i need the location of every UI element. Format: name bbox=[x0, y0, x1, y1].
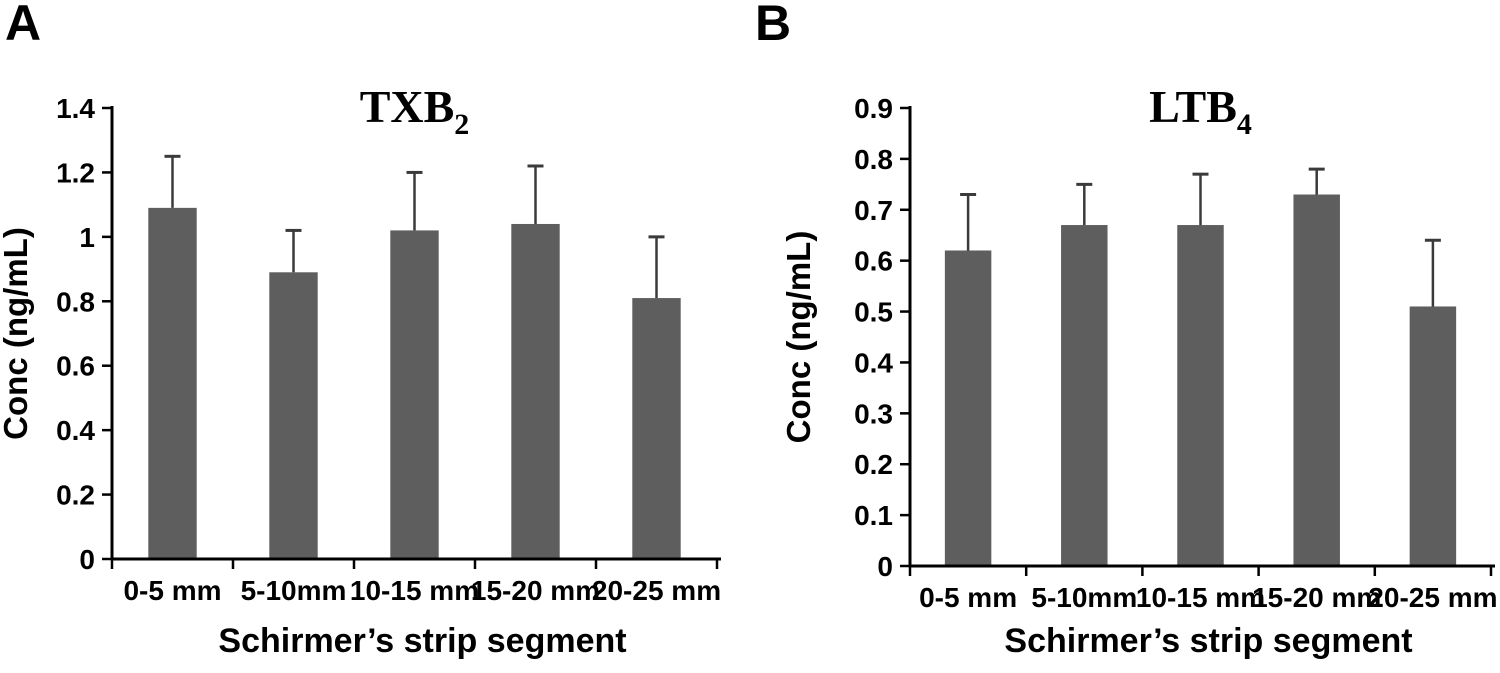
y-tick-label: 0.3 bbox=[854, 398, 893, 429]
panel-label-a: A bbox=[5, 0, 42, 51]
bar bbox=[944, 250, 992, 566]
y-tick-label: 0.4 bbox=[56, 415, 95, 446]
bar bbox=[1293, 194, 1340, 566]
y-axis-label: Conc (ng/mL) bbox=[0, 227, 34, 440]
y-tick-label: 0.5 bbox=[854, 297, 893, 328]
chart-title: TXB2 bbox=[360, 81, 470, 141]
x-tick-label: 5-10mm bbox=[241, 575, 347, 606]
x-tick-label: 20-25 mm bbox=[592, 575, 721, 606]
panel-b: B LTB4 0 0.1 0.2 0.3 0.4 0.5 0.6 0.7 0.8 0.9 0-5 mm… bbox=[750, 0, 1500, 673]
panel-label-b: B bbox=[755, 0, 792, 51]
y-tick-label: 0.8 bbox=[56, 286, 95, 317]
chart-title-main: LTB bbox=[1149, 81, 1237, 132]
x-axis-label: Schirmer’s strip segment bbox=[1004, 622, 1412, 660]
bar bbox=[632, 298, 681, 559]
bar bbox=[1177, 225, 1224, 567]
y-tick-label: 0.1 bbox=[854, 500, 893, 531]
y-tick-label: 0.2 bbox=[56, 480, 95, 511]
bar bbox=[511, 223, 560, 559]
x-tick-label: 0-5 mm bbox=[123, 575, 221, 606]
x-tick-label: 20-25 mm bbox=[1368, 582, 1497, 613]
y-tick-label: 0.8 bbox=[854, 144, 893, 175]
x-tick-label: 10-15 mm bbox=[350, 575, 479, 606]
chart-title-subscript: 2 bbox=[454, 108, 469, 141]
y-axis-label: Conc (ng/mL) bbox=[780, 231, 817, 444]
x-tick-label: 15-20 mm bbox=[1252, 582, 1381, 613]
bar bbox=[1409, 306, 1457, 566]
y-tick-label: 0.7 bbox=[854, 195, 893, 226]
y-tick-label: 1 bbox=[79, 222, 95, 253]
chart-title: LTB4 bbox=[1149, 81, 1252, 141]
x-tick-label: 0-5 mm bbox=[919, 582, 1017, 613]
chart-title-subscript: 4 bbox=[1237, 108, 1252, 141]
bar-chart: TXB2 0 0.2 0.4 0.6 0.8 1 1.2 1.4 0-5 mm 5-10mm 10-1… bbox=[0, 81, 721, 660]
panel-a: A TXB2 0 0.2 0.4 0.6 0.8 1 1.2 1.4 0-5 mm 5-10mm 10… bbox=[0, 0, 721, 660]
y-tick-label: 0.9 bbox=[854, 93, 893, 124]
bar bbox=[390, 230, 439, 559]
y-tick-label: 0.2 bbox=[854, 449, 893, 480]
y-tick-label: 0.6 bbox=[854, 246, 893, 277]
y-tick-label: 1.2 bbox=[56, 157, 95, 188]
bar bbox=[269, 272, 318, 559]
x-tick-label: 5-10mm bbox=[1031, 582, 1137, 613]
x-tick-label: 15-20 mm bbox=[471, 575, 600, 606]
x-axis-label: Schirmer’s strip segment bbox=[218, 622, 626, 660]
y-tick-label: 0 bbox=[79, 544, 95, 575]
y-tick-label: 0.4 bbox=[854, 347, 893, 378]
x-tick-label: 10-15 mm bbox=[1136, 582, 1265, 613]
bar bbox=[1061, 225, 1108, 567]
y-tick-label: 1.4 bbox=[56, 93, 95, 124]
chart-title-main: TXB bbox=[360, 81, 455, 132]
y-tick-label: 0 bbox=[877, 551, 893, 582]
bar bbox=[148, 207, 197, 559]
y-tick-label: 0.6 bbox=[56, 351, 95, 382]
bar-chart: LTB4 0 0.1 0.2 0.3 0.4 0.5 0.6 0.7 0.8 0.9 0-5 mm 5-… bbox=[780, 81, 1497, 660]
